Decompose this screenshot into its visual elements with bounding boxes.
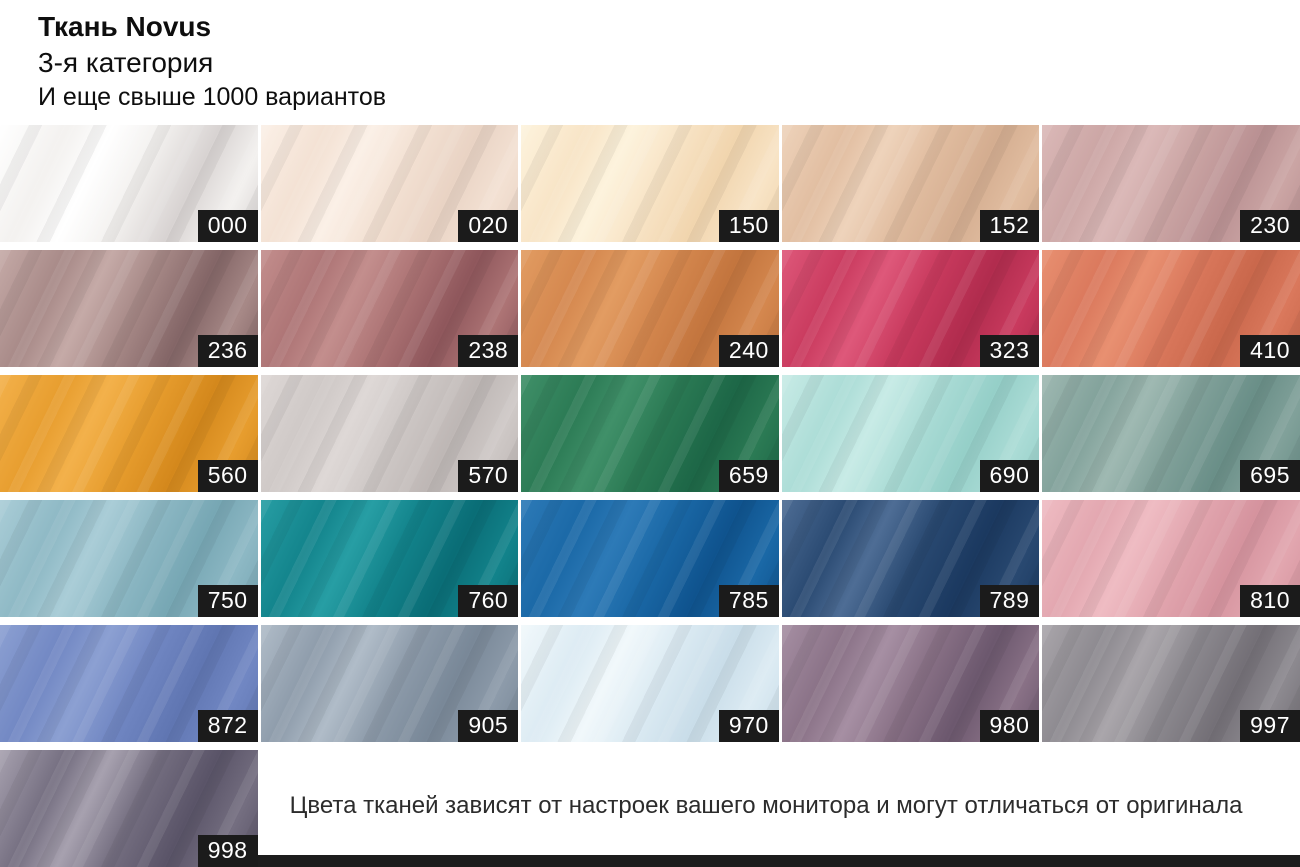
page-header: Ткань Novus 3-я категория И еще свыше 10…	[38, 8, 386, 113]
swatch-code-label: 750	[197, 585, 258, 617]
fabric-swatch-980[interactable]: 980	[781, 625, 1040, 742]
fabric-swatch-970[interactable]: 970	[521, 625, 779, 742]
fabric-swatch-570[interactable]: 570	[260, 375, 519, 492]
swatch-code-label: 760	[458, 585, 519, 617]
fabric-swatch-997[interactable]: 997	[1042, 625, 1300, 742]
fabric-category: 3-я категория	[38, 47, 214, 78]
swatch-code-label: 560	[197, 460, 258, 492]
swatch-code-label: 980	[979, 710, 1040, 742]
swatch-code-label: 785	[718, 585, 779, 617]
fabric-swatch-020[interactable]: 020	[260, 125, 519, 242]
fabric-swatch-238[interactable]: 238	[260, 250, 519, 367]
fabric-swatch-236[interactable]: 236	[0, 250, 258, 367]
fabric-title: Ткань Novus	[38, 11, 212, 42]
swatch-code-label: 000	[197, 210, 258, 242]
swatch-code-label: 410	[1240, 335, 1300, 367]
fabric-swatch-410[interactable]: 410	[1042, 250, 1300, 367]
monitor-disclaimer: Цвета тканей зависят от настроек вашего …	[289, 792, 1243, 819]
fabric-swatch-695[interactable]: 695	[1042, 375, 1300, 492]
swatch-code-label: 020	[458, 210, 519, 242]
swatch-code-label: 695	[1240, 460, 1300, 492]
fabric-swatch-690[interactable]: 690	[781, 375, 1040, 492]
fabric-swatch-240[interactable]: 240	[521, 250, 779, 367]
swatch-code-label: 872	[197, 710, 258, 742]
swatch-code-label: 905	[458, 710, 519, 742]
fabric-swatch-659[interactable]: 659	[521, 375, 779, 492]
swatch-code-label: 659	[718, 460, 779, 492]
fabric-swatch-998[interactable]: 998	[0, 750, 258, 867]
fabric-swatch-grid: 000 020 150 152 230 236 238 240 323 410 560 570 659 6…	[0, 125, 1300, 867]
swatch-code-label: 789	[979, 585, 1040, 617]
fabric-swatch-152[interactable]: 152	[781, 125, 1040, 242]
swatch-code-label: 570	[458, 460, 519, 492]
fabric-swatch-905[interactable]: 905	[260, 625, 519, 742]
swatch-code-label: 240	[718, 335, 779, 367]
fabric-swatch-872[interactable]: 872	[0, 625, 258, 742]
swatch-code-label: 998	[197, 835, 258, 867]
swatch-code-label: 236	[197, 335, 258, 367]
swatch-code-label: 230	[1240, 210, 1300, 242]
swatch-code-label: 323	[979, 335, 1040, 367]
fabric-swatch-789[interactable]: 789	[781, 500, 1040, 617]
fabric-swatch-000[interactable]: 000	[0, 125, 258, 242]
swatch-code-label: 810	[1240, 585, 1300, 617]
swatch-code-label: 150	[718, 210, 779, 242]
bottom-divider-bar	[258, 855, 1300, 867]
fabric-swatch-323[interactable]: 323	[781, 250, 1040, 367]
fabric-swatch-560[interactable]: 560	[0, 375, 258, 492]
fabric-swatch-810[interactable]: 810	[1042, 500, 1300, 617]
swatch-code-label: 997	[1240, 710, 1300, 742]
swatch-code-label: 970	[718, 710, 779, 742]
fabric-swatch-230[interactable]: 230	[1042, 125, 1300, 242]
fabric-swatch-750[interactable]: 750	[0, 500, 258, 617]
fabric-tagline: И еще свыше 1000 вариантов	[38, 83, 387, 111]
fabric-swatch-785[interactable]: 785	[521, 500, 779, 617]
swatch-code-label: 238	[458, 335, 519, 367]
fabric-swatch-760[interactable]: 760	[260, 500, 519, 617]
swatch-code-label: 690	[979, 460, 1040, 492]
swatch-code-label: 152	[979, 210, 1040, 242]
fabric-swatch-150[interactable]: 150	[521, 125, 779, 242]
